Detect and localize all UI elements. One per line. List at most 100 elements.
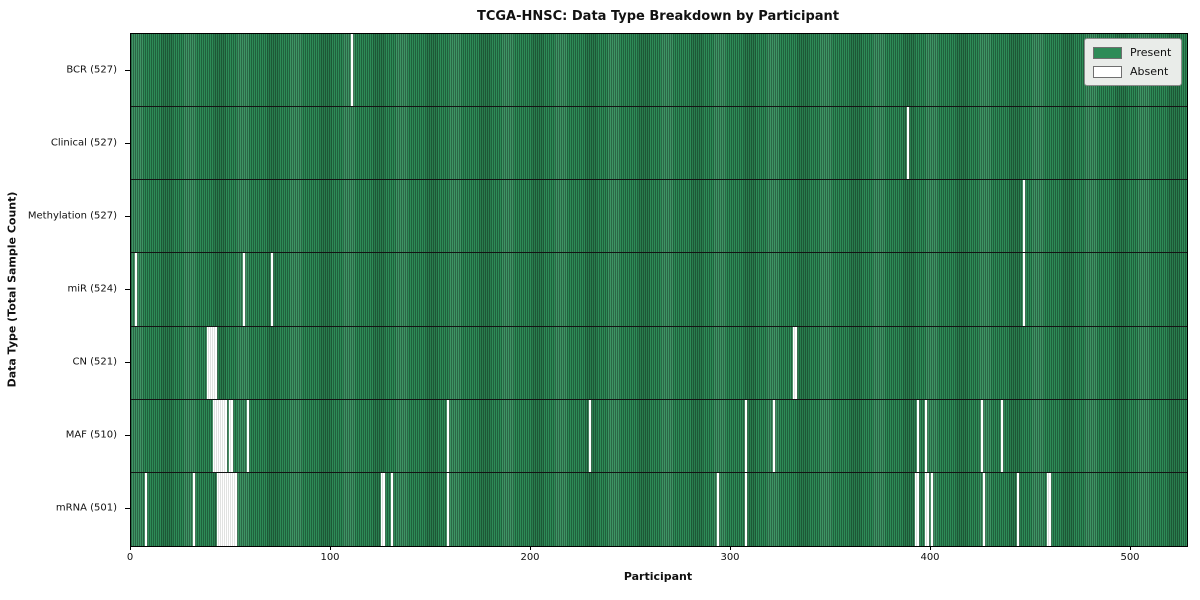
absent-mark [223,399,226,472]
absent-mark [447,472,450,546]
x-tick-label: 0 [126,552,134,563]
absent-mark [243,253,246,326]
absent-mark [381,472,384,546]
x-tick-label: 500 [1120,552,1140,563]
x-tick-mark [130,546,131,550]
absent-mark [209,326,212,399]
absent-mark [391,472,394,546]
legend-entry-absent: Absent [1093,65,1171,78]
y-tick-label: Clinical (527) [50,137,117,149]
heatmap-row-CN [131,326,1187,400]
absent-mark [235,472,238,546]
absent-mark [271,253,274,326]
heatmap-row-mRNA [131,472,1187,546]
y-tick-label: Methylation (527) [27,210,117,222]
absent-mark [219,472,222,546]
absent-mark [144,472,148,546]
absent-mark [207,326,210,399]
absent-mark [1023,180,1026,253]
y-tick-mark [125,142,130,144]
absent-mark [793,326,796,399]
absent-mark [1001,399,1004,472]
y-tick-label: MAF (510) [65,429,117,441]
absent-mark [917,399,920,472]
absent-mark [233,472,236,546]
absent-mark [925,472,928,546]
absent-mark [915,472,918,546]
plot-area [130,33,1188,547]
y-tick-mark [125,289,130,290]
heatmap-row-BCR [131,34,1187,108]
absent-mark [927,472,930,546]
heatmap-row-miR [131,253,1187,327]
absent-mark [447,399,450,472]
absent-mark [247,399,250,472]
x-tick-label: 400 [920,552,940,563]
absent-mark [745,472,748,546]
absent-mark [213,326,216,399]
absent-mark [193,472,196,546]
x-tick-label: 100 [320,552,340,563]
absent-mark [1023,253,1026,326]
legend: Present Absent [1084,38,1183,86]
absent-mark [223,472,226,546]
absent-mark [231,399,234,472]
absent-mark [589,399,592,472]
absent-mark [983,472,986,546]
x-axis-label: Participant [623,570,693,583]
absent-mark [221,399,224,472]
absent-mark [931,472,934,546]
absent-mark [227,472,230,546]
absent-mark [907,107,910,180]
absent-mark [925,399,928,472]
absent-mark [351,34,354,107]
heatmap-row-Methylation [131,180,1187,254]
absent-mark [917,472,920,546]
heatmap-row-Clinical [131,107,1187,181]
absent-mark [981,399,984,472]
absent-mark [1049,472,1052,546]
y-tick-mark [125,435,130,437]
absent-mark [219,399,222,472]
absent-mark [231,472,234,546]
absent-mark [221,472,224,546]
absent-swatch-icon [1093,65,1122,78]
y-tick-mark [125,508,130,510]
absent-mark [229,472,232,546]
absent-mark [745,399,748,472]
legend-label-absent: Absent [1130,65,1169,78]
absent-mark [717,472,720,546]
x-tick-mark [730,546,731,550]
y-tick-label: mRNA (501) [55,502,117,514]
absent-mark [795,326,798,399]
absent-mark [211,326,214,399]
absent-mark [1017,472,1020,546]
absent-mark [217,472,220,546]
chart-title: TCGA-HNSC: Data Type Breakdown by Partic… [476,9,840,24]
x-tick-mark [930,546,931,550]
present-swatch-icon [1093,46,1122,59]
absent-mark [773,399,776,472]
absent-mark [229,399,232,472]
x-tick-mark [530,546,531,550]
legend-label-present: Present [1130,46,1172,59]
absent-mark [225,399,228,472]
x-tick-label: 300 [720,552,740,563]
heatmap-row-MAF [131,399,1187,473]
y-tick-label: CN (521) [72,356,117,368]
x-tick-mark [330,546,331,550]
y-tick-label: BCR (527) [66,64,117,76]
absent-mark [213,399,216,472]
y-tick-mark [125,362,130,364]
y-tick-label: miR (524) [67,283,117,295]
y-tick-mark [125,69,130,71]
absent-mark [1047,472,1050,546]
absent-mark [215,326,218,399]
x-tick-mark [1130,546,1131,550]
absent-mark [225,472,228,546]
absent-mark [383,472,386,546]
legend-entry-present: Present [1093,46,1171,59]
absent-mark [134,253,138,326]
absent-mark [215,399,218,472]
